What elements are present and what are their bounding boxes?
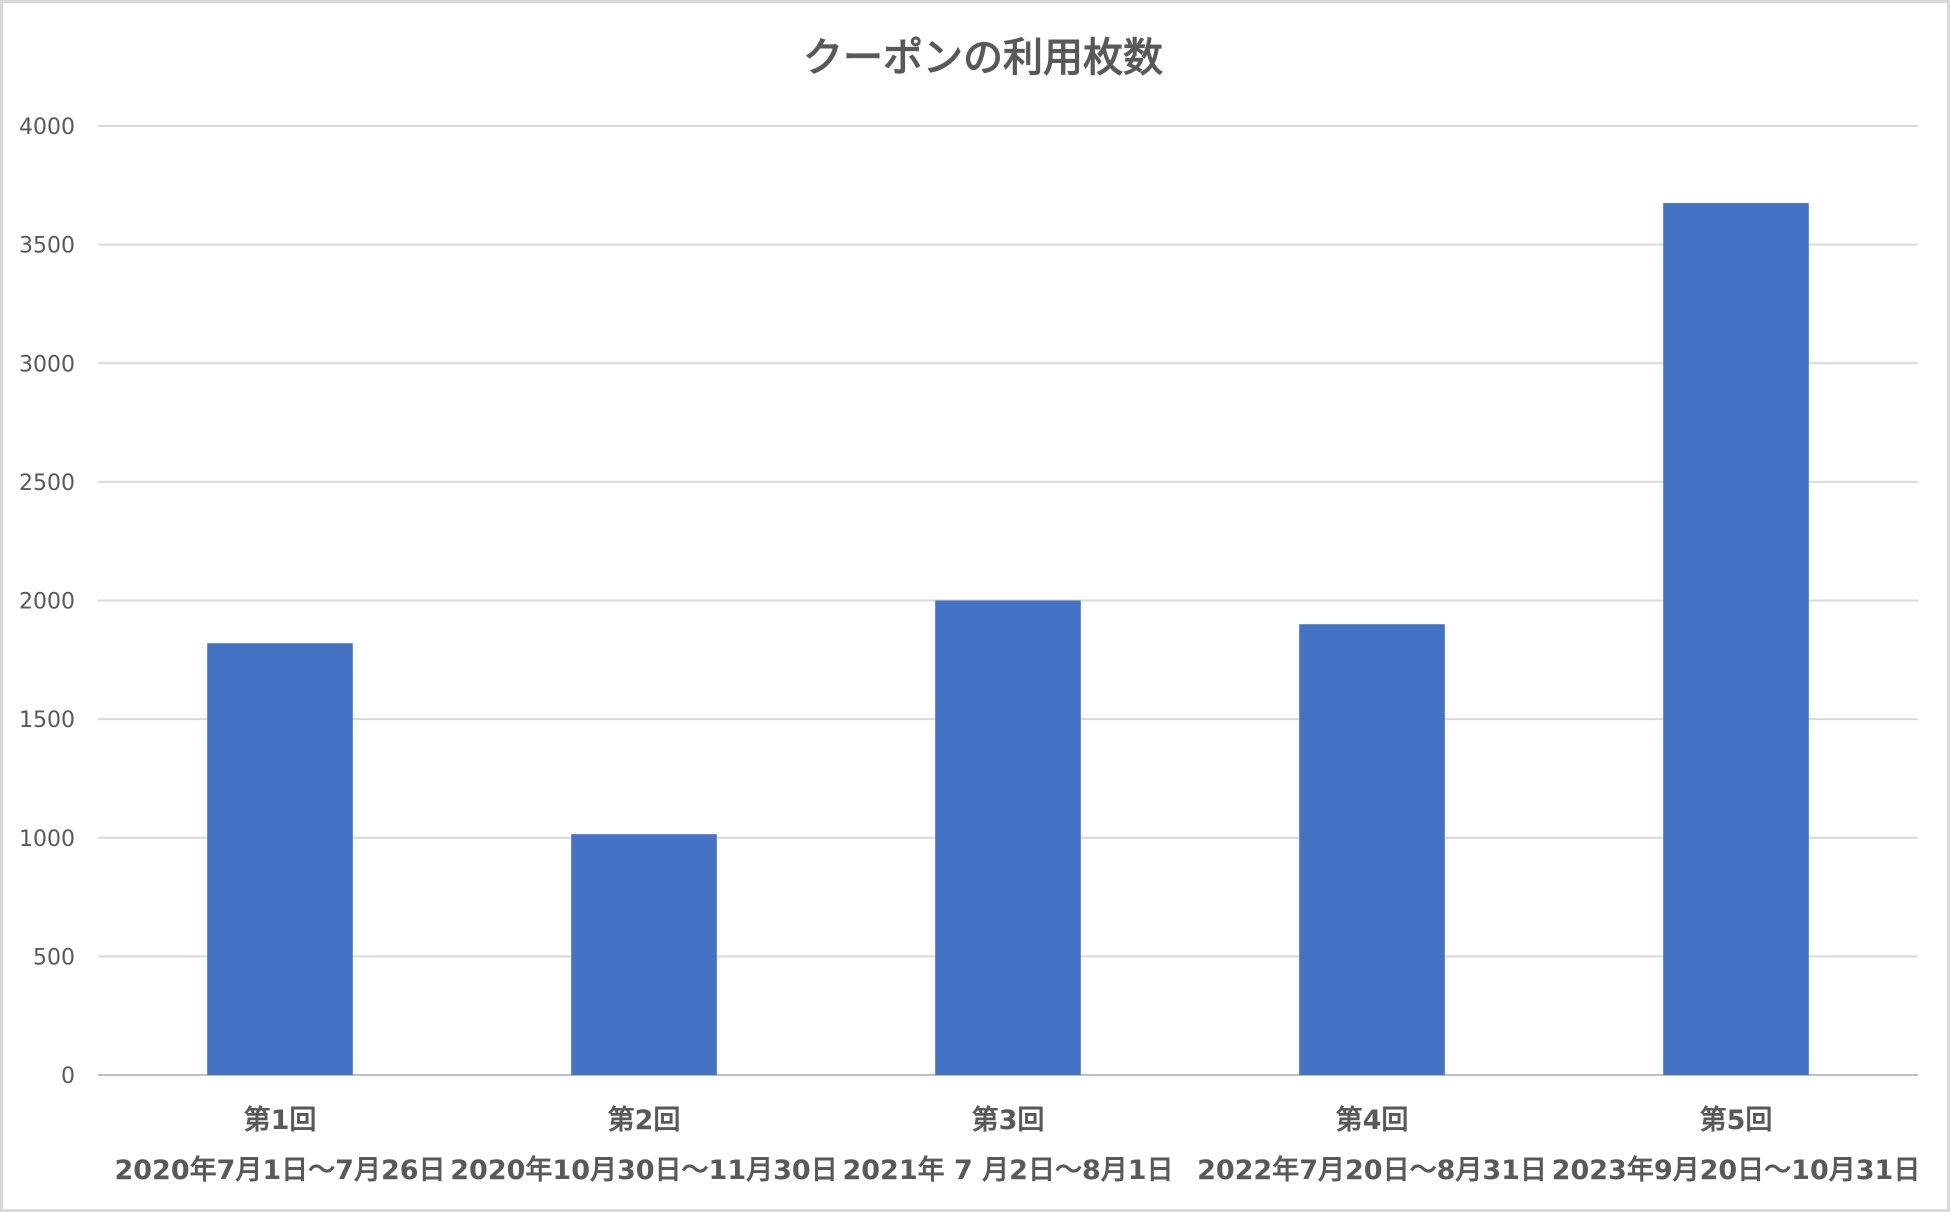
bar-chart: クーポンの利用枚数 0 500 1000 1500 2000 2500 3000 3500 40… <box>19 35 1920 1186</box>
bars <box>207 203 1809 1075</box>
bar <box>207 643 353 1075</box>
y-axis-ticks: 0 500 1000 1500 2000 2500 3000 3500 4000 <box>19 115 75 1089</box>
y-tick-label: 2000 <box>19 590 75 615</box>
bar <box>1663 203 1809 1075</box>
y-tick-label: 500 <box>33 945 75 970</box>
x-tick-label-period: 2020年7月1日～7月26日 <box>114 1154 445 1186</box>
x-tick-label-period: 2021年 7 月2日～8月1日 <box>842 1154 1173 1186</box>
x-tick-label-round: 第4回 <box>1336 1104 1409 1136</box>
x-tick-label-period: 2022年7月20日～8月31日 <box>1197 1154 1547 1186</box>
x-tick-label-period: 2023年9月20日～10月31日 <box>1552 1154 1921 1186</box>
bar <box>935 600 1081 1075</box>
y-tick-label: 2500 <box>19 471 75 496</box>
y-tick-label: 1500 <box>19 708 75 733</box>
bar <box>1299 624 1445 1075</box>
x-tick-label-round: 第3回 <box>972 1104 1045 1136</box>
y-tick-label: 4000 <box>19 115 75 140</box>
y-tick-label: 3000 <box>19 352 75 377</box>
x-axis-ticks: 第1回 2020年7月1日～7月26日 第2回 2020年10月30日～11月30日 第… <box>114 1104 1920 1186</box>
y-tick-label: 1000 <box>19 827 75 852</box>
x-tick-label-round: 第1回 <box>244 1104 317 1136</box>
chart-title: クーポンの利用枚数 <box>803 35 1163 81</box>
x-tick-label-period: 2020年10月30日～11月30日 <box>450 1154 837 1186</box>
y-tick-label: 0 <box>61 1064 75 1089</box>
x-tick-label-round: 第5回 <box>1700 1104 1773 1136</box>
bar <box>571 834 717 1075</box>
x-tick-label-round: 第2回 <box>608 1104 681 1136</box>
y-tick-label: 3500 <box>19 234 75 259</box>
